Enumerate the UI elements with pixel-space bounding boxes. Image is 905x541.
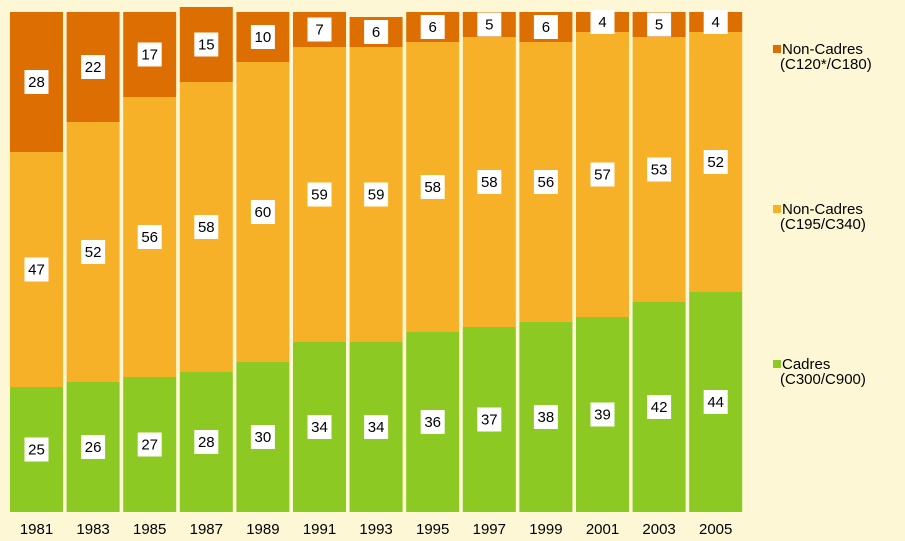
data-label: 28 xyxy=(28,74,45,91)
data-label-box xyxy=(137,432,162,457)
data-label: 6 xyxy=(372,24,380,41)
data-label-box xyxy=(137,42,162,67)
data-label: 5 xyxy=(655,16,663,33)
data-label: 34 xyxy=(311,419,328,436)
x-tick-label: 2003 xyxy=(642,521,675,538)
data-label: 27 xyxy=(141,436,158,453)
data-label: 58 xyxy=(481,174,498,191)
data-label-box xyxy=(703,390,728,414)
data-label: 38 xyxy=(538,409,555,426)
data-label: 10 xyxy=(255,29,272,46)
x-tick-label: 1987 xyxy=(190,521,223,538)
data-label: 56 xyxy=(141,229,158,246)
data-label: 25 xyxy=(28,441,45,458)
data-label-box xyxy=(647,395,672,419)
x-tick-label: 1983 xyxy=(76,521,109,538)
data-label: 17 xyxy=(141,46,158,63)
x-tick-label: 1995 xyxy=(416,521,449,538)
data-label: 60 xyxy=(255,204,272,221)
x-tick-label: 1989 xyxy=(246,521,279,538)
data-label-box xyxy=(307,182,332,207)
data-label-box xyxy=(533,170,558,194)
x-tick-label: 2005 xyxy=(699,521,732,538)
data-label-box xyxy=(250,25,275,49)
data-label-box xyxy=(194,430,219,454)
legend-label: Non-Cadres (C195/C340) xyxy=(780,201,866,233)
data-label-box xyxy=(364,20,389,44)
data-label: 52 xyxy=(707,154,724,171)
data-label: 34 xyxy=(368,419,385,436)
data-label-box xyxy=(307,17,332,42)
data-label-box xyxy=(24,70,49,94)
data-label: 30 xyxy=(255,429,272,446)
data-label: 57 xyxy=(594,166,611,183)
x-tick-label: 1981 xyxy=(20,521,53,538)
data-label: 42 xyxy=(651,399,668,416)
data-label-box xyxy=(137,225,162,249)
data-label-box xyxy=(420,410,445,434)
data-label-box xyxy=(364,182,389,207)
x-tick-label: 2001 xyxy=(586,521,619,538)
data-label-box xyxy=(590,402,615,427)
data-label-box xyxy=(364,415,389,439)
data-label: 47 xyxy=(28,261,45,278)
x-tick-label: 1999 xyxy=(529,521,562,538)
data-label: 36 xyxy=(424,414,441,431)
data-label-box xyxy=(590,10,615,34)
data-label-box xyxy=(420,175,445,199)
data-label-box xyxy=(24,437,49,462)
data-label: 6 xyxy=(542,19,550,36)
data-label-box xyxy=(477,407,502,432)
data-label-box xyxy=(533,405,558,429)
x-tick-label: 1991 xyxy=(303,521,336,538)
data-label-box xyxy=(194,32,219,57)
data-label-box xyxy=(590,162,615,187)
data-label-box xyxy=(81,240,106,264)
data-label: 26 xyxy=(85,439,102,456)
data-label-box xyxy=(420,15,445,39)
data-label-box xyxy=(81,55,106,79)
data-label-box xyxy=(307,415,332,439)
data-label-box xyxy=(250,425,275,449)
data-label: 52 xyxy=(85,244,102,261)
data-label: 15 xyxy=(198,36,215,53)
legend-swatch xyxy=(773,45,781,53)
data-label: 59 xyxy=(311,186,328,203)
data-label-box xyxy=(647,12,672,37)
data-label-box xyxy=(703,150,728,174)
data-label: 7 xyxy=(315,21,323,38)
legend-swatch xyxy=(773,205,781,213)
data-label: 37 xyxy=(481,411,498,428)
legend-label: Cadres (C300/C900) xyxy=(780,356,866,388)
data-label-box xyxy=(533,15,558,39)
legend-label: Non-Cadres (C120*/C180) xyxy=(780,41,872,73)
data-label-box xyxy=(250,200,275,224)
data-label-box xyxy=(477,170,502,194)
data-label-box xyxy=(477,12,502,37)
data-label-box xyxy=(24,257,49,282)
data-label: 58 xyxy=(424,179,441,196)
data-label: 6 xyxy=(429,19,437,36)
legend-swatch xyxy=(773,360,781,368)
data-label: 4 xyxy=(712,14,720,31)
data-label-box xyxy=(703,10,728,34)
x-tick-label: 1985 xyxy=(133,521,166,538)
data-label: 4 xyxy=(598,14,606,31)
data-label: 58 xyxy=(198,219,215,236)
data-label: 22 xyxy=(85,59,102,76)
data-label: 39 xyxy=(594,406,611,423)
data-label: 5 xyxy=(485,16,493,33)
data-label: 59 xyxy=(368,186,385,203)
data-label: 28 xyxy=(198,434,215,451)
data-label-box xyxy=(647,157,672,182)
data-label: 44 xyxy=(707,394,724,411)
data-label: 56 xyxy=(538,174,555,191)
x-tick-label: 1997 xyxy=(473,521,506,538)
data-label: 53 xyxy=(651,161,668,178)
data-label-box xyxy=(81,435,106,459)
data-label-box xyxy=(194,215,219,239)
x-tick-label: 1993 xyxy=(359,521,392,538)
